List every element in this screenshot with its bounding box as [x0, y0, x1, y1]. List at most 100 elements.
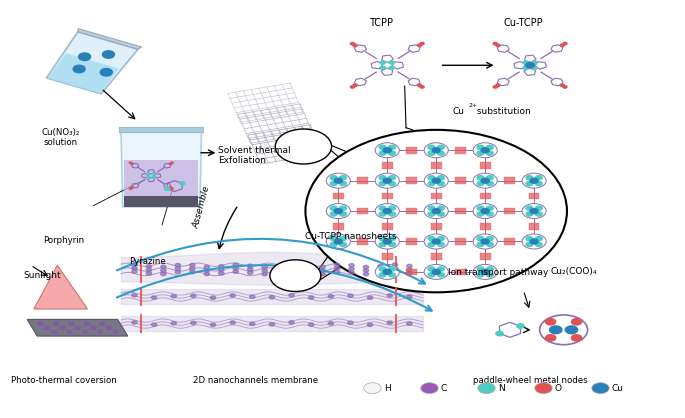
Text: 2D nanochannels membrane: 2D nanochannels membrane: [192, 377, 318, 385]
Circle shape: [79, 53, 90, 61]
Circle shape: [340, 181, 347, 186]
Bar: [406, 177, 417, 184]
Circle shape: [523, 61, 528, 64]
Circle shape: [171, 188, 173, 189]
Circle shape: [247, 271, 253, 275]
Circle shape: [383, 148, 391, 153]
Circle shape: [204, 265, 210, 269]
Circle shape: [291, 267, 297, 270]
Circle shape: [526, 212, 533, 216]
Text: TCPP: TCPP: [369, 18, 393, 28]
Circle shape: [326, 234, 350, 249]
Text: Sunlight: Sunlight: [24, 271, 62, 280]
Circle shape: [233, 267, 238, 270]
Circle shape: [428, 237, 435, 241]
Circle shape: [424, 143, 448, 158]
Circle shape: [129, 162, 132, 163]
Circle shape: [60, 326, 65, 329]
Circle shape: [388, 206, 395, 210]
Circle shape: [379, 212, 386, 216]
Circle shape: [320, 272, 325, 275]
Circle shape: [438, 212, 445, 216]
Circle shape: [190, 270, 195, 274]
Circle shape: [563, 42, 567, 45]
Circle shape: [481, 178, 489, 183]
Circle shape: [106, 326, 112, 329]
Circle shape: [383, 178, 391, 183]
Circle shape: [432, 178, 440, 183]
Text: Solvent thermal
Exfoliation: Solvent thermal Exfoliation: [219, 146, 291, 166]
Circle shape: [375, 173, 399, 188]
Circle shape: [262, 269, 267, 272]
Circle shape: [66, 330, 72, 334]
Bar: [358, 177, 368, 184]
Circle shape: [367, 296, 373, 299]
Circle shape: [432, 270, 440, 274]
Circle shape: [277, 271, 282, 274]
Bar: [382, 223, 393, 229]
Circle shape: [393, 270, 397, 273]
Text: O: O: [555, 384, 562, 393]
Circle shape: [349, 270, 354, 274]
Circle shape: [171, 295, 177, 298]
Circle shape: [175, 270, 181, 274]
Circle shape: [379, 242, 386, 247]
Circle shape: [530, 209, 538, 214]
Bar: [431, 162, 442, 169]
Circle shape: [73, 65, 85, 73]
Circle shape: [522, 173, 546, 188]
Circle shape: [379, 145, 386, 149]
Circle shape: [428, 145, 435, 149]
Circle shape: [131, 163, 133, 164]
Circle shape: [418, 84, 421, 87]
Bar: [333, 223, 344, 229]
Circle shape: [308, 296, 314, 299]
Circle shape: [375, 204, 399, 219]
Circle shape: [348, 321, 353, 324]
Circle shape: [334, 239, 342, 244]
Circle shape: [330, 206, 337, 210]
Circle shape: [175, 263, 181, 267]
Circle shape: [351, 42, 354, 45]
Circle shape: [526, 181, 533, 186]
Circle shape: [438, 176, 445, 180]
Text: 2+: 2+: [469, 103, 477, 108]
Circle shape: [230, 321, 236, 324]
Circle shape: [428, 242, 435, 247]
Circle shape: [84, 322, 90, 325]
Circle shape: [380, 66, 386, 69]
Circle shape: [219, 265, 224, 268]
Bar: [358, 208, 368, 214]
Circle shape: [152, 176, 155, 178]
Circle shape: [388, 151, 395, 155]
Circle shape: [526, 242, 533, 247]
Circle shape: [526, 63, 534, 68]
Circle shape: [389, 66, 394, 69]
Circle shape: [328, 322, 334, 325]
Circle shape: [418, 44, 421, 46]
Circle shape: [493, 86, 497, 88]
Circle shape: [424, 173, 448, 188]
Circle shape: [428, 176, 435, 180]
Circle shape: [486, 176, 493, 180]
Text: C: C: [441, 384, 447, 393]
Text: Cu(NO₃)₂
solution: Cu(NO₃)₂ solution: [42, 128, 80, 147]
Circle shape: [147, 173, 150, 175]
Circle shape: [477, 273, 484, 277]
Circle shape: [75, 326, 81, 329]
Bar: [382, 162, 393, 169]
Circle shape: [53, 322, 59, 325]
Circle shape: [51, 330, 57, 334]
Text: Cu: Cu: [453, 107, 465, 116]
Circle shape: [179, 182, 185, 185]
Circle shape: [348, 294, 353, 297]
Text: substitution: substitution: [474, 107, 530, 116]
Circle shape: [330, 242, 337, 247]
Circle shape: [522, 234, 546, 249]
Circle shape: [334, 209, 342, 214]
Circle shape: [291, 270, 297, 273]
Circle shape: [477, 212, 484, 216]
Circle shape: [438, 267, 445, 271]
Circle shape: [230, 294, 236, 297]
Circle shape: [151, 323, 157, 326]
